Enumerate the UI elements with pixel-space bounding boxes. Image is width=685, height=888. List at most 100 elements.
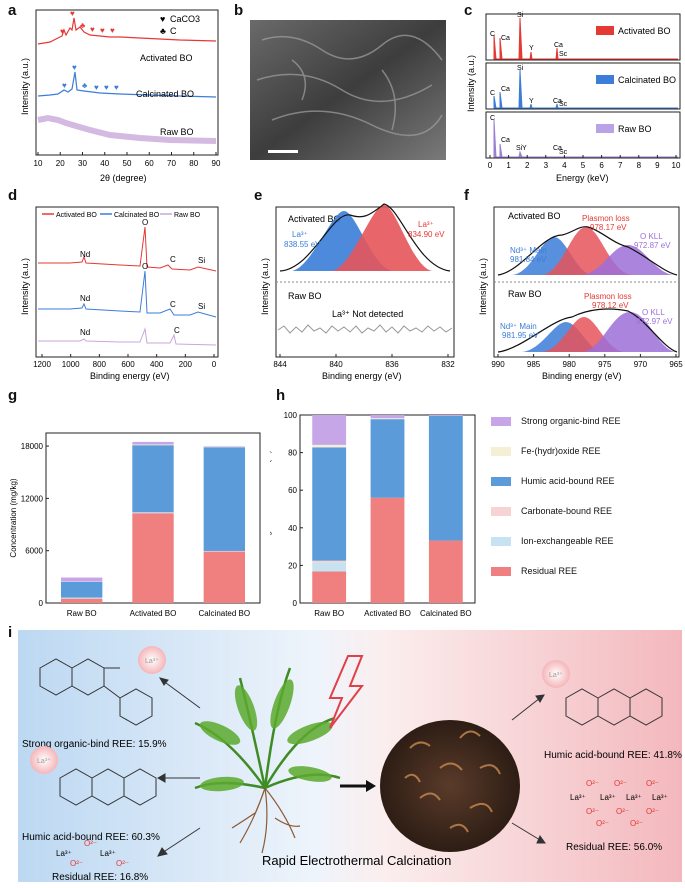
- x-tick-label: 600: [121, 360, 135, 369]
- svg-text:C: C: [170, 255, 176, 264]
- legend-activated: Activated BO: [618, 26, 671, 36]
- x-tick-label: 970: [634, 360, 648, 369]
- x-axis-label: 2θ (degree): [100, 173, 147, 183]
- bar-segment: [371, 419, 405, 498]
- svg-text:O²⁻: O²⁻: [646, 807, 659, 816]
- x-tick-label: 6: [599, 161, 604, 170]
- x-tick-label: 90: [212, 159, 221, 168]
- activated-label: Activated BO: [140, 53, 193, 63]
- legend-swatch: [491, 567, 511, 576]
- la3d-chart: Intensity (a.u.) Activated BO La³⁺ 838.5…: [232, 187, 458, 382]
- svg-text:981.84 eV: 981.84 eV: [510, 255, 547, 264]
- bar-segment: [132, 513, 173, 603]
- panel-b: b: [232, 0, 450, 185]
- x-tick-label: Raw BO: [314, 609, 344, 618]
- legend-label: Strong organic-bind REE: [521, 416, 621, 426]
- x-tick-label: 800: [93, 360, 107, 369]
- legend-label: Residual REE: [521, 566, 577, 576]
- raw-spectrum: [38, 329, 216, 345]
- svg-text:838.55 eV: 838.55 eV: [284, 240, 321, 249]
- y-axis-label: Intensity (a.u.): [466, 55, 476, 112]
- x-tick-label: 60: [145, 159, 154, 168]
- svg-text:C: C: [170, 300, 176, 309]
- svg-text:Activated BO: Activated BO: [508, 211, 561, 221]
- svg-text:981.95 eV: 981.95 eV: [502, 331, 539, 340]
- x-tick-label: 975: [598, 360, 612, 369]
- svg-text:Si: Si: [517, 65, 524, 72]
- svg-text:♥: ♥: [104, 83, 109, 92]
- bar-segment: [312, 447, 346, 560]
- bar-segment: [312, 445, 346, 447]
- residual-right-label: Residual REE: 56.0%: [566, 842, 662, 853]
- bar-segment: [132, 513, 173, 514]
- svg-text:834.90 eV: 834.90 eV: [408, 230, 445, 239]
- svg-text:La³⁺: La³⁺: [652, 793, 668, 802]
- x-tick-label: 832: [441, 360, 455, 369]
- svg-text:Nd³⁺ Main: Nd³⁺ Main: [510, 246, 547, 255]
- svg-text:Nd³⁺ Main: Nd³⁺ Main: [500, 322, 537, 331]
- svg-text:♣: ♣: [82, 81, 88, 90]
- x-tick-label: 200: [179, 360, 193, 369]
- svg-text:♥: ♥: [60, 27, 65, 36]
- nd3d-chart: Intensity (a.u.) Activated BO Plasmon lo…: [462, 187, 685, 382]
- x-tick-label: 990: [491, 360, 505, 369]
- residual-left-label: Residual REE: 16.8%: [52, 872, 148, 883]
- legend-swatch: [491, 447, 511, 456]
- x-tick-label: 965: [669, 360, 683, 369]
- svg-text:O²⁻: O²⁻: [84, 839, 97, 848]
- x-tick-label: Calcinated BO: [420, 609, 472, 618]
- caco3-symbol: ♥: [160, 14, 165, 24]
- x-tick-label: 985: [527, 360, 541, 369]
- y-tick-label: 0: [39, 599, 44, 608]
- bar-segment: [61, 598, 102, 599]
- svg-text:Plasmon loss: Plasmon loss: [582, 214, 630, 223]
- legend-activated: Activated BO: [56, 212, 97, 219]
- legend-item: Humic acid-bound REE: [491, 476, 615, 486]
- humic-right-label: Humic acid-bound REE: 41.8%: [544, 750, 682, 761]
- svg-text:La³⁺: La³⁺: [600, 793, 616, 802]
- biochar: [380, 720, 520, 852]
- svg-text:Ca: Ca: [554, 42, 563, 49]
- legend-swatch: [491, 417, 511, 426]
- x-tick-label: Activated BO: [364, 609, 411, 618]
- legend-raw: Raw BO: [618, 124, 652, 134]
- x-tick-label: 1: [506, 161, 511, 170]
- process-label: Rapid Electrothermal Calcination: [262, 853, 451, 868]
- svg-text:O²⁻: O²⁻: [586, 779, 599, 788]
- panel-label: b: [234, 2, 243, 19]
- x-axis-label: Binding energy (eV): [322, 371, 402, 381]
- svg-text:O: O: [142, 262, 148, 271]
- svg-text:♥: ♥: [94, 83, 99, 92]
- x-tick-label: 980: [563, 360, 577, 369]
- not-detected: La³⁺ Not detected: [332, 309, 403, 319]
- x-tick-label: 1200: [33, 360, 51, 369]
- svg-text:Nd: Nd: [80, 328, 90, 337]
- svg-text:O KLL: O KLL: [640, 232, 663, 241]
- svg-text:Sc: Sc: [559, 51, 568, 58]
- legend-swatch: [491, 477, 511, 486]
- x-tick-label: 840: [329, 360, 343, 369]
- x-tick-label: 50: [123, 159, 132, 168]
- bar-segment: [132, 445, 173, 446]
- x-tick-label: 4: [562, 161, 567, 170]
- svg-text:Sc: Sc: [559, 101, 568, 108]
- x-tick-label: Raw BO: [67, 609, 97, 618]
- svg-text:O: O: [142, 218, 148, 227]
- svg-text:Ca: Ca: [501, 86, 510, 93]
- eds-activated: [494, 18, 678, 59]
- bar-segment: [204, 447, 245, 551]
- svg-text:C: C: [490, 115, 495, 122]
- legend-calcinated: Calcinated BO: [114, 212, 160, 219]
- bar-segment: [371, 418, 405, 419]
- bar-segment: [312, 415, 346, 445]
- svg-text:♥: ♥: [72, 63, 77, 72]
- bar-segment: [312, 561, 346, 563]
- scale-bar: [268, 150, 298, 153]
- y-axis-label: Percentage of six REE forms (%): [270, 450, 272, 568]
